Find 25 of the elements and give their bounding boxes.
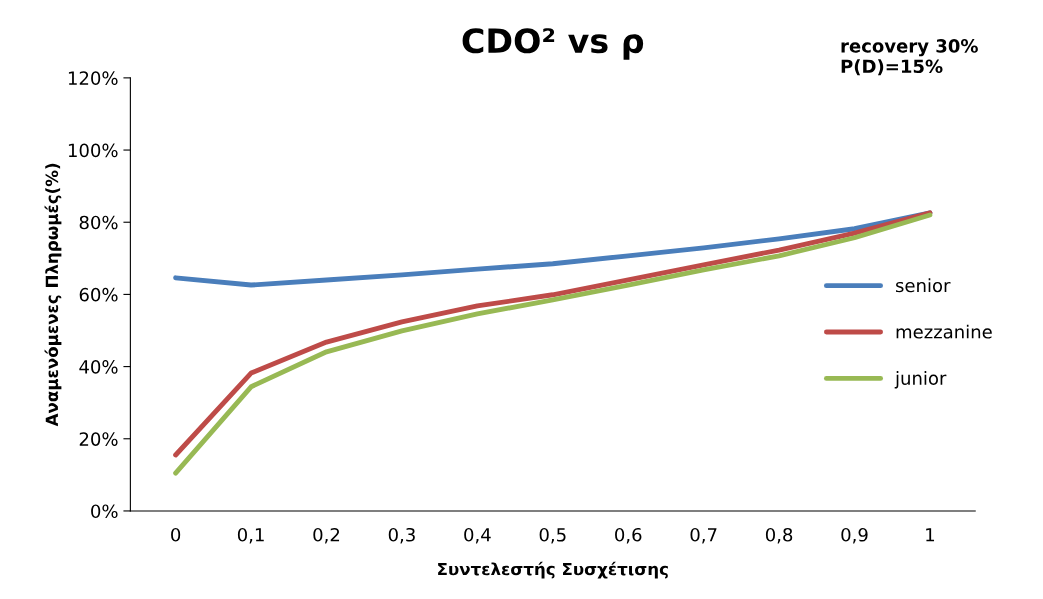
y-tick-label: 60% [79,287,118,302]
x-tick-label: 0,7 [690,527,717,544]
y-tick-label: 0% [91,504,118,519]
x-tick-label: 0,1 [237,527,264,544]
legend-label: senior [896,278,951,293]
x-tick-label: 0,6 [615,527,642,544]
y-tick-label: 120% [68,71,118,85]
y-tick-label: 40% [79,360,118,374]
x-axis-title: Συντελεστής Συσχέτισης [438,561,668,579]
x-tick-label: 0,8 [765,527,793,544]
x-tick-label: 0,2 [313,527,340,544]
x-tick-label: 0,4 [464,527,491,544]
legend-label: mezzanine [896,324,992,339]
text: recovery 30% P(D)=15% [841,39,978,76]
legend-label: junior [894,371,947,389]
x-tick-label: 0,9 [841,527,868,544]
y-tick-label: 80% [79,215,118,230]
y-tick-label: 100% [68,143,118,158]
x-tick-label: 0,3 [388,527,415,544]
y-tick-label: 20% [79,432,118,446]
chart-title: CDO² vs ρ [462,28,644,60]
x-tick-label: 1 [926,528,935,542]
y-axis-title: Αναμενόμενες Πληρωμές(%) [44,163,62,427]
x-tick-label: 0,5 [539,527,566,544]
x-tick-label: 0 [171,527,181,542]
